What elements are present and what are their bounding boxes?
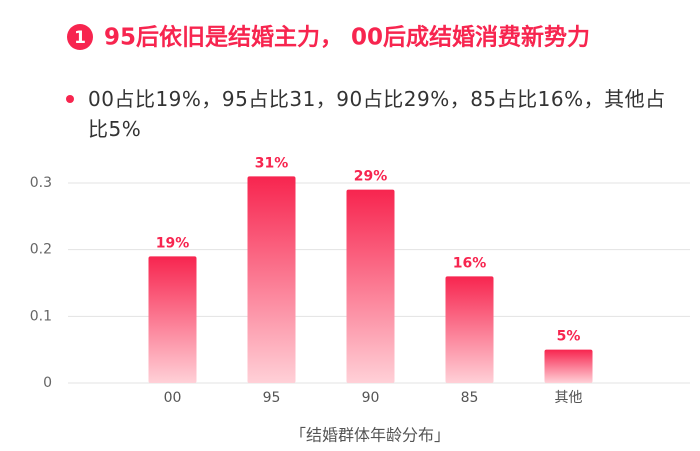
value-label: 16% [453,255,487,271]
x-tick-label: 85 [461,390,479,406]
value-label: 31% [255,155,289,171]
badge-circle [67,24,93,50]
value-label: 5% [557,329,581,345]
bar [445,276,494,383]
bar [247,176,296,383]
badge: 1 [74,28,86,48]
bar [544,349,593,383]
x-tick-label: 其他 [555,390,583,406]
bullet [66,95,74,103]
x-tick-label: 90 [362,390,380,406]
chart-title: 95后依旧是结婚主力， 00后成结婚消费新势力 [104,24,590,51]
value-label: 19% [156,235,190,251]
y-tick-label: 0.1 [30,308,52,324]
y-tick-label: 0 [43,375,52,391]
value-label: 29% [354,169,388,185]
x-axis-label: 「结婚群体年龄分布」 [290,426,450,445]
y-tick-label: 0.2 [30,242,52,258]
bar [346,189,395,383]
x-tick-label: 00 [164,390,182,406]
subtitle: 00占比19%，95占比31，90占比29%，85占比16%，其他占比5% [88,87,666,141]
x-tick-label: 95 [263,390,281,406]
y-tick-label: 0.3 [30,175,52,191]
bar [148,256,197,383]
